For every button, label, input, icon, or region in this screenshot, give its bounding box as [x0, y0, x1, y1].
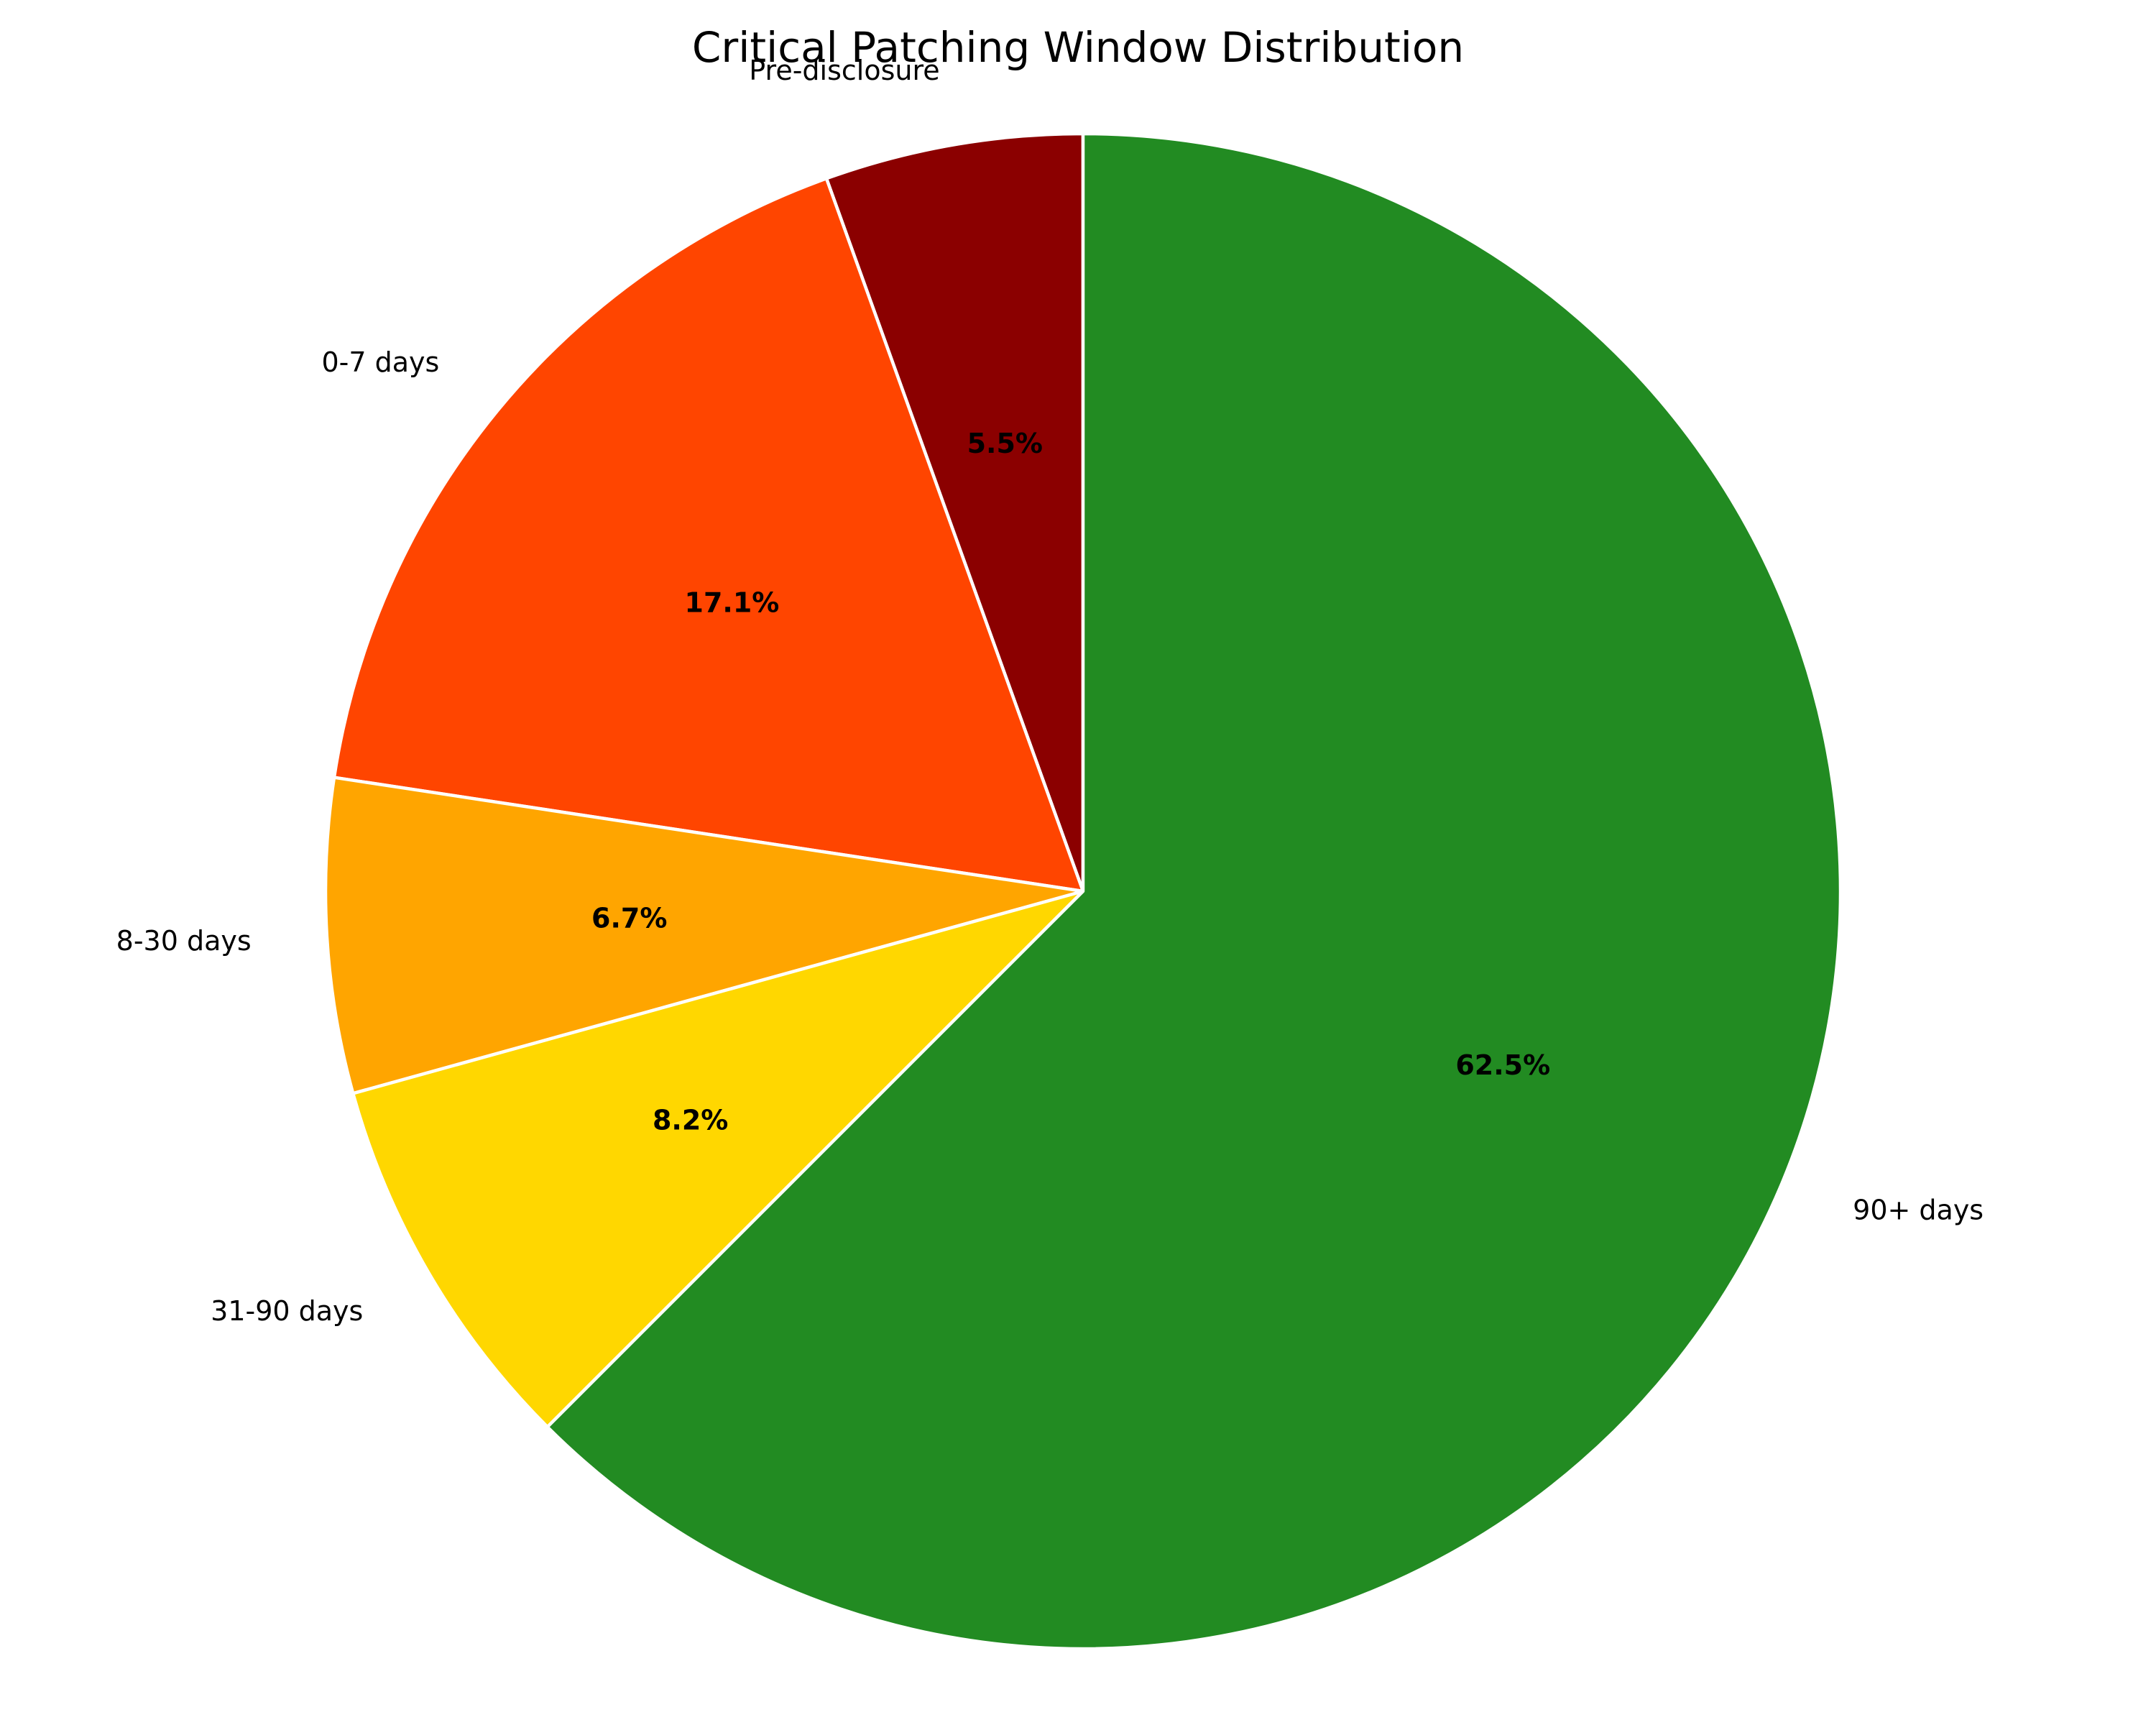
pie-slice-31-90-days: [351, 889, 1085, 1429]
pie-slice-pre-disclosure: [824, 132, 1085, 893]
slice-label-pre-disclosure: Pre-disclosure: [749, 55, 939, 86]
pie-slices: [323, 132, 1843, 1651]
slice-label-0-7-days: 0-7 days: [322, 346, 440, 378]
slice-label-90-days: 90+ days: [1853, 1195, 1984, 1226]
slice-percent-90-days: 62.5%: [1455, 1049, 1550, 1081]
slice-percent-pre-disclosure: 5.5%: [967, 428, 1043, 459]
pie-slice-8-30-days: [323, 776, 1085, 1095]
pie-slice-0-7-days: [332, 177, 1085, 893]
slice-percent-31-90-days: 8.2%: [653, 1104, 728, 1136]
slice-label-31-90-days: 31-90 days: [211, 1295, 363, 1327]
slice-label-8-30-days: 8-30 days: [116, 925, 252, 957]
chart-title: Critical Patching Window Distribution: [692, 23, 1464, 72]
pie-labels: Pre-disclosure 5.5% 0-7 days 17.1% 8-30 days…: [116, 55, 1984, 1327]
slice-percent-0-7-days: 17.1%: [685, 586, 780, 618]
slice-percent-8-30-days: 6.7%: [591, 903, 667, 934]
pie-slice-90-days: [545, 132, 1843, 1651]
